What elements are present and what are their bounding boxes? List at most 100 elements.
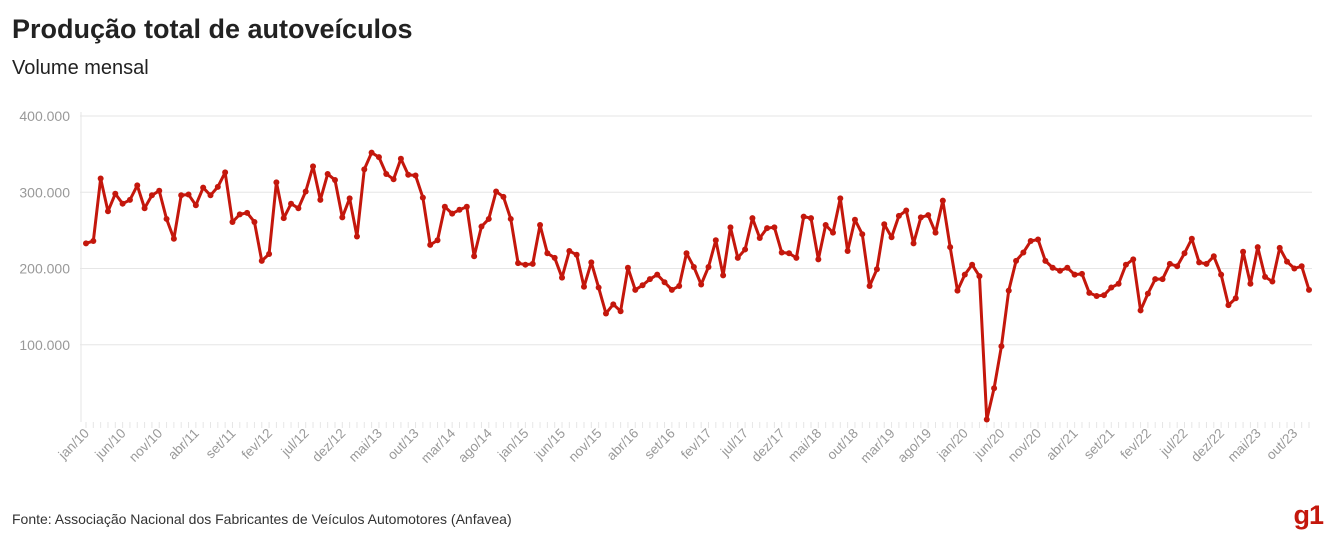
x-tick-label: dez/22 xyxy=(1188,426,1227,465)
data-point xyxy=(1122,261,1129,268)
grid-lines xyxy=(80,115,1312,346)
data-point xyxy=(134,182,141,189)
data-point xyxy=(317,196,324,203)
data-point xyxy=(624,264,631,271)
data-point xyxy=(939,197,946,204)
data-point xyxy=(1210,253,1217,260)
data-point xyxy=(815,256,822,263)
data-point xyxy=(749,215,756,222)
data-point xyxy=(947,244,954,251)
data-point xyxy=(1108,284,1115,291)
data-point xyxy=(1254,244,1261,251)
x-tick-label: out/23 xyxy=(1263,426,1300,463)
data-point xyxy=(1284,258,1291,265)
data-point xyxy=(1159,276,1166,283)
data-point xyxy=(331,177,338,184)
x-tick-label: mar/19 xyxy=(857,426,897,466)
data-point xyxy=(1086,289,1093,296)
data-point xyxy=(1166,260,1173,267)
data-point xyxy=(610,301,617,308)
data-point xyxy=(1130,256,1137,263)
data-point xyxy=(449,210,456,217)
data-point xyxy=(170,235,177,242)
g1-logo: g1 xyxy=(1293,500,1323,530)
data-point xyxy=(163,215,170,222)
data-point xyxy=(668,286,675,293)
data-point xyxy=(1013,257,1020,264)
x-tick-label: abr/11 xyxy=(165,426,202,463)
data-point xyxy=(566,247,573,254)
data-point xyxy=(353,233,360,240)
y-tick-label: 400.000 xyxy=(19,108,70,124)
data-point xyxy=(515,260,522,267)
data-point xyxy=(983,416,990,423)
x-tick-label: nov/10 xyxy=(126,426,165,465)
data-point xyxy=(463,203,470,210)
data-point xyxy=(471,253,478,260)
data-point xyxy=(544,250,551,257)
data-point xyxy=(1027,238,1034,245)
x-tick-label: fev/12 xyxy=(239,426,276,463)
data-point xyxy=(859,231,866,238)
x-tick-label: jul/22 xyxy=(1156,426,1190,460)
chart-subtitle: Volume mensal xyxy=(12,57,149,79)
x-tick-label: mai/23 xyxy=(1225,426,1264,465)
data-point xyxy=(1276,244,1283,251)
data-point xyxy=(1144,290,1151,297)
data-point xyxy=(851,216,858,223)
data-point xyxy=(690,263,697,270)
data-point xyxy=(932,229,939,236)
x-tick-label: out/18 xyxy=(824,426,861,463)
data-point xyxy=(1291,265,1298,272)
data-point xyxy=(712,237,719,244)
data-point xyxy=(302,188,309,195)
x-tick-label: set/16 xyxy=(641,426,678,463)
data-point xyxy=(676,283,683,290)
data-point xyxy=(829,229,836,236)
data-point xyxy=(493,188,500,195)
x-tick-label: dez/12 xyxy=(309,426,348,465)
x-tick-label: jul/17 xyxy=(717,426,751,460)
data-point xyxy=(1196,259,1203,266)
data-point xyxy=(1174,263,1181,270)
chart-title: Produção total de autoveículos xyxy=(12,14,413,44)
x-tick-label: dez/17 xyxy=(749,426,788,465)
data-point xyxy=(1262,273,1269,280)
data-point xyxy=(397,155,404,162)
data-point xyxy=(734,254,741,261)
data-point xyxy=(1100,292,1107,299)
x-tick-label: jul/12 xyxy=(278,426,312,460)
data-point xyxy=(595,284,602,291)
data-point xyxy=(602,310,609,317)
data-point xyxy=(1049,264,1056,271)
data-point xyxy=(720,272,727,279)
x-tick-label: fev/22 xyxy=(1117,426,1154,463)
x-tick-label: ago/19 xyxy=(894,426,934,466)
data-point xyxy=(580,283,587,290)
data-point xyxy=(537,222,544,229)
data-point xyxy=(1078,270,1085,277)
x-tick-label: jan/10 xyxy=(55,426,92,463)
x-tick-label: mai/13 xyxy=(346,426,385,465)
x-tick-label: jun/20 xyxy=(970,426,1007,463)
data-point xyxy=(207,192,214,199)
x-tick-label: jan/15 xyxy=(494,426,531,463)
data-point xyxy=(192,202,199,209)
data-point xyxy=(288,200,295,207)
data-point xyxy=(903,207,910,214)
x-tick-label: nov/20 xyxy=(1005,426,1044,465)
data-point xyxy=(617,308,624,315)
data-point xyxy=(778,249,785,256)
data-point xyxy=(456,206,463,213)
x-tick-label: abr/16 xyxy=(604,426,642,464)
data-point xyxy=(375,154,382,161)
data-point xyxy=(507,215,514,222)
data-point xyxy=(1093,292,1100,299)
data-point xyxy=(1203,260,1210,267)
data-point xyxy=(266,251,273,258)
data-point xyxy=(954,287,961,294)
data-point xyxy=(559,274,566,281)
data-point xyxy=(427,241,434,248)
data-point xyxy=(280,215,287,222)
data-point xyxy=(83,240,89,247)
